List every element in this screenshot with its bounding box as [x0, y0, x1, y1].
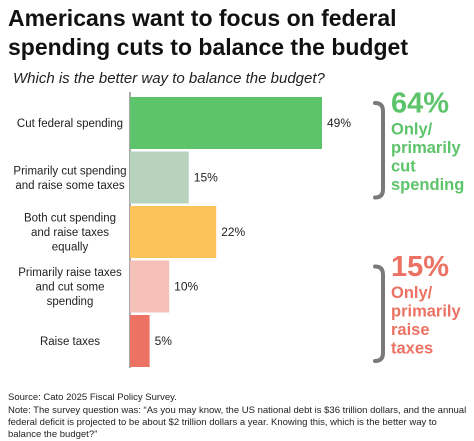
group-label: taxes — [391, 339, 433, 357]
chart-subtitle: Which is the better way to balance the b… — [13, 70, 325, 87]
bar — [130, 260, 170, 313]
category-label: and raise taxes — [31, 227, 109, 239]
chart-title: Americans want to focus on federal spend… — [8, 5, 408, 60]
bar — [130, 151, 189, 204]
group-label: Only/ — [391, 284, 433, 302]
bar — [130, 315, 150, 367]
data-label: 10% — [174, 280, 198, 294]
note-text: Note: The survey question was: “As you m… — [8, 405, 467, 440]
bracket — [373, 101, 385, 200]
category-label: and cut some — [35, 282, 104, 294]
category-label: spending — [47, 296, 94, 308]
bar — [130, 97, 322, 149]
group-label: primarily — [391, 302, 462, 320]
data-label: 49% — [327, 116, 351, 130]
category-label: Raise taxes — [40, 336, 100, 348]
bar — [130, 206, 217, 258]
group-label: spending — [391, 176, 464, 194]
category-label: Cut federal spending — [17, 118, 123, 130]
category-label: Primarily raise taxes — [18, 267, 122, 279]
data-label: 22% — [221, 225, 245, 239]
group-label: primarily — [391, 139, 462, 157]
category-label: and raise some taxes — [15, 180, 125, 192]
group-label: Only/ — [391, 120, 433, 138]
data-label: 15% — [194, 171, 218, 185]
category-label: equally — [52, 242, 89, 254]
group-label: raise — [391, 321, 430, 339]
bar-chart: 49% Cut federal spending 15% Primarily cut … — [13, 87, 464, 368]
data-label: 5% — [155, 334, 173, 348]
category-label: Both cut spending — [24, 213, 116, 225]
group-label: cut — [391, 157, 416, 175]
bracket — [373, 264, 385, 363]
group-percent: 15% — [391, 251, 449, 283]
source-text: Source: Cato 2025 Fiscal Policy Survey. — [8, 392, 177, 403]
category-label: Primarily cut spending — [13, 165, 126, 177]
group-percent: 64% — [391, 87, 449, 119]
